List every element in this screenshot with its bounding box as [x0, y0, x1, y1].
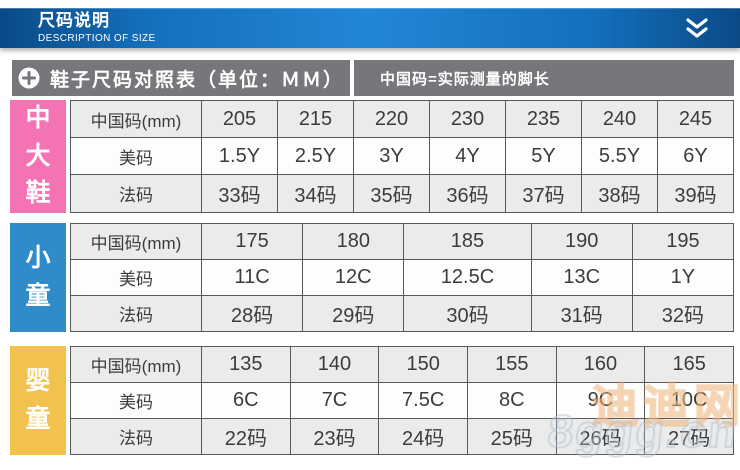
size-cell: 10C	[644, 382, 734, 419]
table-note-section: 中国码=实际测量的脚长	[354, 60, 734, 96]
row-header: 美码	[70, 137, 202, 176]
row-header: 法码	[70, 295, 202, 332]
size-cell: 11C	[200, 259, 304, 296]
row-header: 美码	[70, 382, 202, 419]
category-label-little-kids: 小童	[10, 223, 66, 332]
double-chevron-down-icon[interactable]	[684, 17, 710, 45]
size-cell: 230	[429, 99, 506, 139]
size-cell: 160	[555, 346, 646, 383]
table-title: 鞋子尺码对照表（单位：ＭＭ）	[49, 69, 344, 91]
size-cell: 155	[466, 346, 557, 383]
size-cell: 29码	[302, 295, 405, 332]
size-cell: 185	[403, 223, 532, 260]
row-header: 中国码(mm)	[70, 99, 202, 139]
category-text: 中大鞋	[25, 104, 51, 207]
row-header: 法码	[70, 418, 202, 455]
category-label-toddler: 婴童	[10, 346, 66, 455]
size-cell: 245	[657, 99, 734, 139]
size-cell: 13C	[530, 259, 633, 296]
size-cell: 6C	[201, 382, 291, 419]
row-header: 法码	[70, 174, 202, 213]
category-text: 小童	[25, 244, 51, 310]
table-header-bar: 鞋子尺码对照表（单位：ＭＭ） 中国码=实际测量的脚长	[12, 60, 734, 96]
size-cell: 9C	[555, 382, 646, 419]
size-cell: 215	[277, 99, 354, 139]
size-table-toddler: 中国码(mm) 135 140 150 155 160 165 美码 6C 7C…	[70, 346, 734, 455]
size-cell: 34码	[277, 174, 354, 213]
row-header: 中国码(mm)	[70, 346, 202, 383]
table-row: 中国码(mm) 205 215 220 230 235 240 245	[70, 99, 734, 139]
size-cell: 220	[353, 99, 430, 139]
size-cell: 22码	[201, 418, 291, 455]
size-cell: 5.5Y	[581, 137, 658, 176]
size-cell: 25码	[466, 418, 557, 455]
table-row: 法码 33码 34码 35码 36码 37码 38码 39码	[70, 174, 734, 213]
table-row: 法码 28码 29码 30码 31码 32码	[70, 295, 735, 332]
size-cell: 33码	[201, 174, 278, 213]
size-cell: 32码	[631, 295, 735, 332]
row-header: 美码	[70, 259, 202, 296]
table-row: 美码 6C 7C 7.5C 8C 9C 10C	[70, 382, 734, 419]
category-text: 婴童	[25, 367, 51, 433]
size-table-older-kids: 中国码(mm) 205 215 220 230 235 240 245 美码 1…	[70, 99, 734, 213]
size-cell: 4Y	[429, 137, 506, 176]
table-row: 法码 22码 23码 24码 25码 26码 27码	[70, 418, 734, 455]
size-cell: 190	[530, 223, 633, 260]
size-table-section-little-kids: 小童 中国码(mm) 175 180 185 190 195 美码 11C 12…	[10, 223, 735, 332]
row-header: 中国码(mm)	[70, 223, 202, 260]
size-cell: 7C	[289, 382, 380, 419]
size-cell: 150	[378, 346, 468, 383]
size-cell: 205	[201, 99, 278, 139]
table-row: 中国码(mm) 175 180 185 190 195	[70, 223, 735, 260]
size-cell: 31码	[530, 295, 633, 332]
size-cell: 1.5Y	[201, 137, 278, 176]
size-cell: 37码	[505, 174, 582, 213]
plus-circle-icon	[18, 67, 40, 89]
size-cell: 26码	[555, 418, 646, 455]
size-cell: 8C	[466, 382, 557, 419]
size-cell: 240	[581, 99, 658, 139]
table-row: 美码 11C 12C 12.5C 13C 1Y	[70, 259, 735, 296]
size-cell: 180	[302, 223, 405, 260]
size-table-section-toddler: 婴童 中国码(mm) 135 140 150 155 160 165 美码 6C…	[10, 346, 734, 455]
table-row: 美码 1.5Y 2.5Y 3Y 4Y 5Y 5.5Y 6Y	[70, 137, 734, 176]
table-row: 中国码(mm) 135 140 150 155 160 165	[70, 346, 734, 383]
size-cell: 5Y	[505, 137, 582, 176]
size-cell: 23码	[289, 418, 380, 455]
size-cell: 38码	[581, 174, 658, 213]
size-cell: 36码	[429, 174, 506, 213]
size-cell: 39码	[657, 174, 734, 213]
table-title-section: 鞋子尺码对照表（单位：ＭＭ）	[12, 60, 350, 96]
size-cell: 28码	[200, 295, 304, 332]
size-cell: 12C	[302, 259, 405, 296]
size-cell: 195	[631, 223, 735, 260]
size-cell: 7.5C	[378, 382, 468, 419]
size-cell: 140	[289, 346, 380, 383]
size-cell: 6Y	[657, 137, 734, 176]
size-cell: 2.5Y	[277, 137, 354, 176]
size-cell: 1Y	[631, 259, 735, 296]
size-cell: 165	[644, 346, 734, 383]
size-cell: 24码	[378, 418, 468, 455]
size-cell: 12.5C	[403, 259, 532, 296]
size-cell: 235	[505, 99, 582, 139]
banner-title: 尺码说明	[38, 11, 110, 31]
size-cell: 30码	[403, 295, 532, 332]
size-table-little-kids: 中国码(mm) 175 180 185 190 195 美码 11C 12C 1…	[70, 223, 735, 332]
size-cell: 135	[201, 346, 291, 383]
size-description-banner: 尺码说明 DESCRIPTION OF SIZE	[0, 8, 740, 48]
size-cell: 175	[200, 223, 304, 260]
banner-text: 尺码说明 DESCRIPTION OF SIZE	[38, 11, 156, 44]
table-note: 中国码=实际测量的脚长	[380, 70, 550, 88]
size-cell: 3Y	[353, 137, 430, 176]
size-cell: 35码	[353, 174, 430, 213]
size-table-section-older-kids: 中大鞋 中国码(mm) 205 215 220 230 235 240 245 …	[10, 99, 734, 213]
category-label-older-kids: 中大鞋	[10, 100, 66, 213]
size-cell: 27码	[644, 418, 734, 455]
banner-subtitle: DESCRIPTION OF SIZE	[38, 32, 156, 44]
